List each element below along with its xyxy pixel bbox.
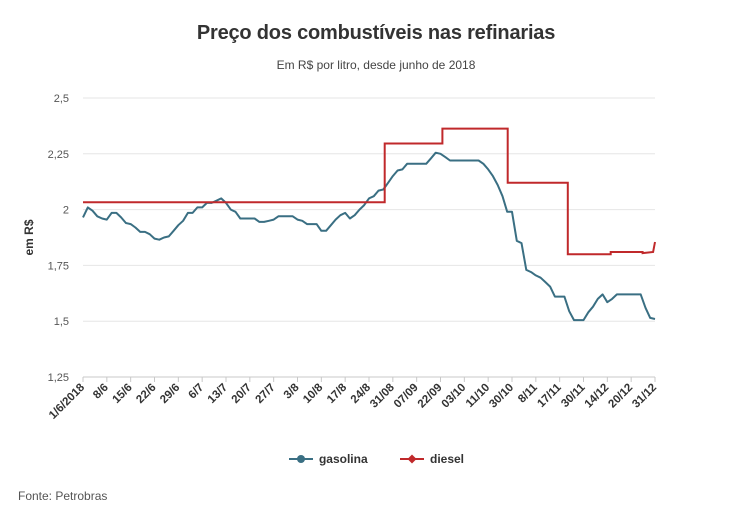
x-tick-label: 10/8 xyxy=(301,381,326,406)
x-tick-label: 8/6 xyxy=(91,382,111,402)
y-tick-label: 2,5 xyxy=(54,93,69,105)
legend-gasolina-marker-icon xyxy=(288,455,313,463)
x-tick-label: 15/6 xyxy=(110,382,134,406)
x-tick-label: 27/7 xyxy=(253,382,277,406)
y-tick-label: 2 xyxy=(63,205,69,217)
x-tick-label: 20/12 xyxy=(606,382,635,411)
x-tick-label: 13/7 xyxy=(206,382,230,406)
x-tick-label: 22/6 xyxy=(134,382,158,406)
y-axis-ticks: 1,25 1,5 1,75 2 2,25 2,5 xyxy=(48,93,69,384)
series-lines xyxy=(82,127,656,322)
legend-item-diesel[interactable]: diesel xyxy=(399,452,464,466)
x-tick-label: 17/11 xyxy=(535,381,564,410)
x-axis-ticks: 1/6/2018 8/6 15/6 22/6 29/6 6/7 13/7 20/7 27/7 3/… xyxy=(47,377,659,422)
legend-label-gasolina: gasolina xyxy=(318,452,368,466)
series-line-gasolina xyxy=(82,151,656,322)
series-line-diesel xyxy=(83,127,656,256)
chart-title: Preço dos combustíveis nas refinarias xyxy=(196,22,556,44)
y-tick-label: 1,5 xyxy=(54,316,69,328)
legend: gasolina diesel xyxy=(0,452,752,468)
y-axis-label: em R$ xyxy=(22,219,36,255)
y-tick-label: 2,25 xyxy=(48,149,69,161)
y-tick-label: 1,25 xyxy=(48,372,69,384)
legend-label-diesel: diesel xyxy=(430,452,465,466)
y-tick-label: 1,75 xyxy=(48,260,69,272)
x-tick-label: 20/7 xyxy=(230,382,254,406)
x-tick-label: 11/10 xyxy=(464,382,492,410)
x-tick-label: 1/6/2018 xyxy=(47,381,88,422)
x-tick-label: 29/6 xyxy=(158,382,182,406)
x-tick-label: 22/09 xyxy=(416,382,445,411)
legend-diesel-marker-icon xyxy=(400,454,424,464)
x-tick-label: 6/7 xyxy=(186,382,206,402)
x-tick-label: 17/8 xyxy=(325,381,350,406)
legend-item-gasolina[interactable]: gasolina xyxy=(288,452,368,466)
x-tick-label: 3/8 xyxy=(282,381,302,401)
chart-subtitle: Em R$ por litro, desde junho de 2018 xyxy=(276,58,476,72)
x-tick-label: 03/10 xyxy=(440,382,469,411)
source-note: Fonte: Petrobras xyxy=(18,489,108,503)
x-tick-label: 31/08 xyxy=(368,381,397,410)
x-tick-label: 31/12 xyxy=(630,382,659,411)
x-tick-label: 30/11 xyxy=(559,381,588,410)
x-tick-label: 14/12 xyxy=(583,382,612,411)
x-tick-label: 30/10 xyxy=(487,382,516,411)
grid-lines xyxy=(83,97,655,322)
x-tick-label: 07/09 xyxy=(392,382,421,411)
